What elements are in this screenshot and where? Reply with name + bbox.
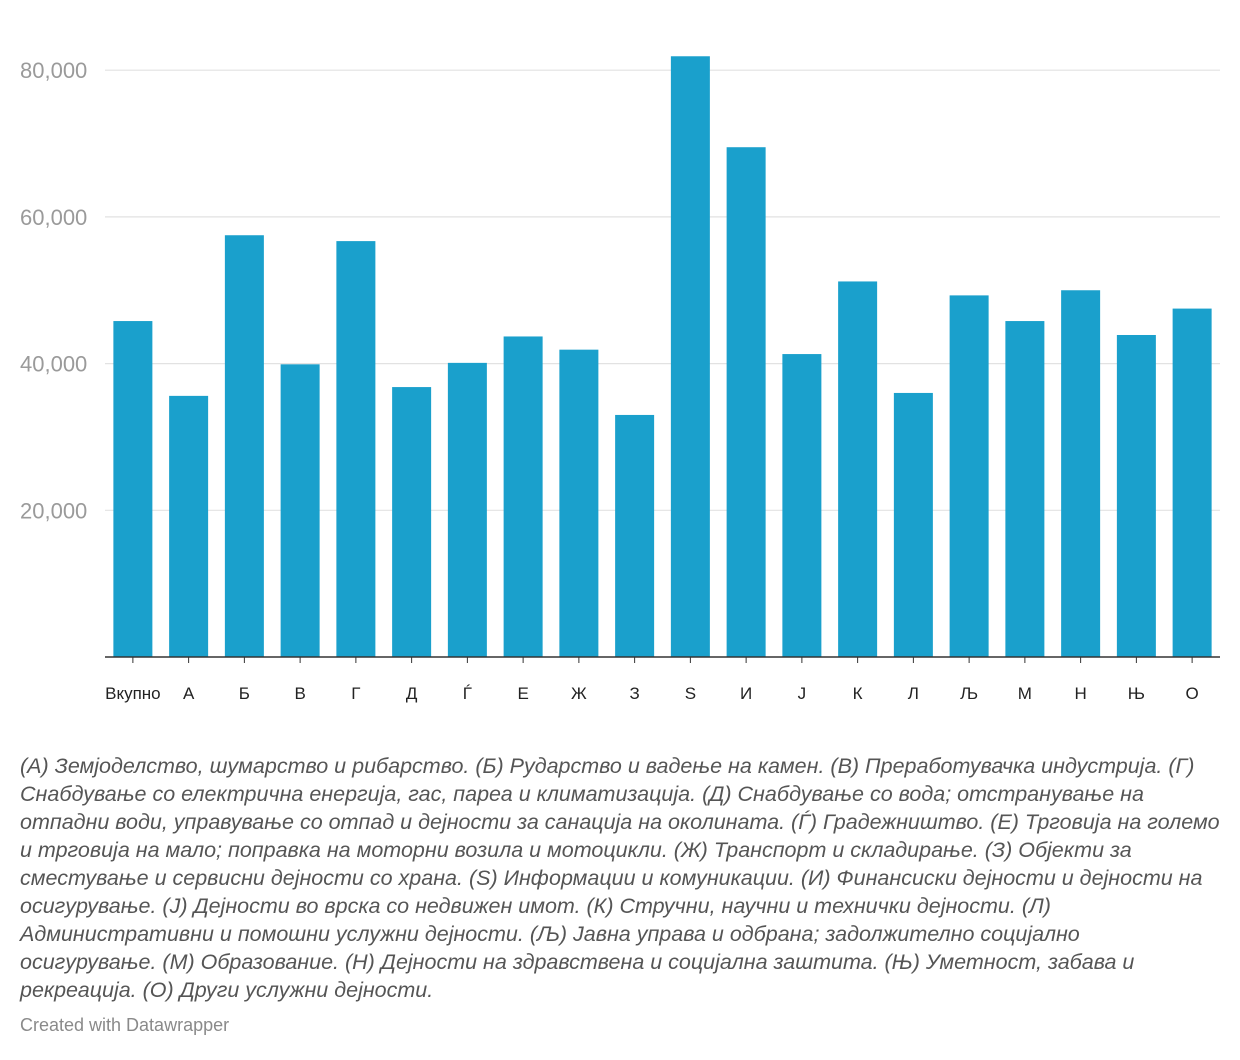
x-tick-label-1: А xyxy=(183,684,195,703)
bar-4 xyxy=(336,241,376,657)
x-tick-label-17: Н xyxy=(1074,684,1086,703)
gridlines xyxy=(105,69,1220,511)
x-tick-label-18: Њ xyxy=(1128,684,1145,703)
x-tick-label-19: О xyxy=(1186,684,1199,703)
x-tick-label-15: Љ xyxy=(960,684,978,703)
y-tick-label-60000: 60,000 xyxy=(20,205,87,230)
bar-7 xyxy=(503,336,543,657)
x-tick-label-12: Ј xyxy=(798,684,807,703)
bar-18 xyxy=(1116,334,1156,657)
x-tick-label-14: Л xyxy=(908,684,919,703)
y-axis: 20,000 40,000 60,000 80,000 xyxy=(20,58,87,523)
bar-14 xyxy=(893,392,933,657)
x-tick-label-0: Вкупно xyxy=(105,684,161,703)
x-tick-label-10: S xyxy=(685,684,696,703)
bar-chart: 20,000 40,000 60,000 80,000 Вкупно А Б В Г Д Ѓ Е Ж З… xyxy=(20,56,1220,703)
bar-8 xyxy=(559,349,599,657)
x-tick-label-7: Е xyxy=(517,684,528,703)
x-tick-label-8: Ж xyxy=(571,684,587,703)
credit-text: Created with Datawrapper xyxy=(20,1015,230,1035)
y-tick-label-20000: 20,000 xyxy=(20,498,87,523)
bar-11 xyxy=(726,147,766,657)
bar-1 xyxy=(169,395,209,657)
x-axis: Вкупно А Б В Г Д Ѓ Е Ж З S И Ј К Л Љ М Н Њ О xyxy=(105,657,1199,703)
bar-19 xyxy=(1172,308,1212,657)
x-tick-label-4: Г xyxy=(351,684,360,703)
x-tick-label-16: М xyxy=(1018,684,1032,703)
y-tick-label-40000: 40,000 xyxy=(20,352,87,377)
bar-12 xyxy=(782,354,822,657)
bar-9 xyxy=(615,414,655,657)
x-tick-label-11: И xyxy=(740,684,752,703)
category-notes: (А) Земјоделство, шумарство и рибарство.… xyxy=(20,754,1220,1002)
bars xyxy=(113,56,1212,658)
bar-6 xyxy=(447,362,487,657)
bar-16 xyxy=(1005,321,1045,657)
bar-0 xyxy=(113,321,153,657)
bar-2 xyxy=(224,235,264,658)
x-tick-label-9: З xyxy=(629,684,639,703)
bar-3 xyxy=(280,364,320,657)
x-tick-label-2: Б xyxy=(239,684,250,703)
bar-17 xyxy=(1061,290,1101,657)
bar-5 xyxy=(392,387,432,657)
bar-13 xyxy=(838,281,878,657)
bar-15 xyxy=(949,295,989,657)
bar-10 xyxy=(670,56,710,658)
x-tick-label-3: В xyxy=(294,684,305,703)
x-tick-label-13: К xyxy=(853,684,863,703)
x-tick-label-6: Ѓ xyxy=(463,684,472,703)
y-tick-label-80000: 80,000 xyxy=(20,58,87,83)
x-tick-label-5: Д xyxy=(406,684,418,703)
